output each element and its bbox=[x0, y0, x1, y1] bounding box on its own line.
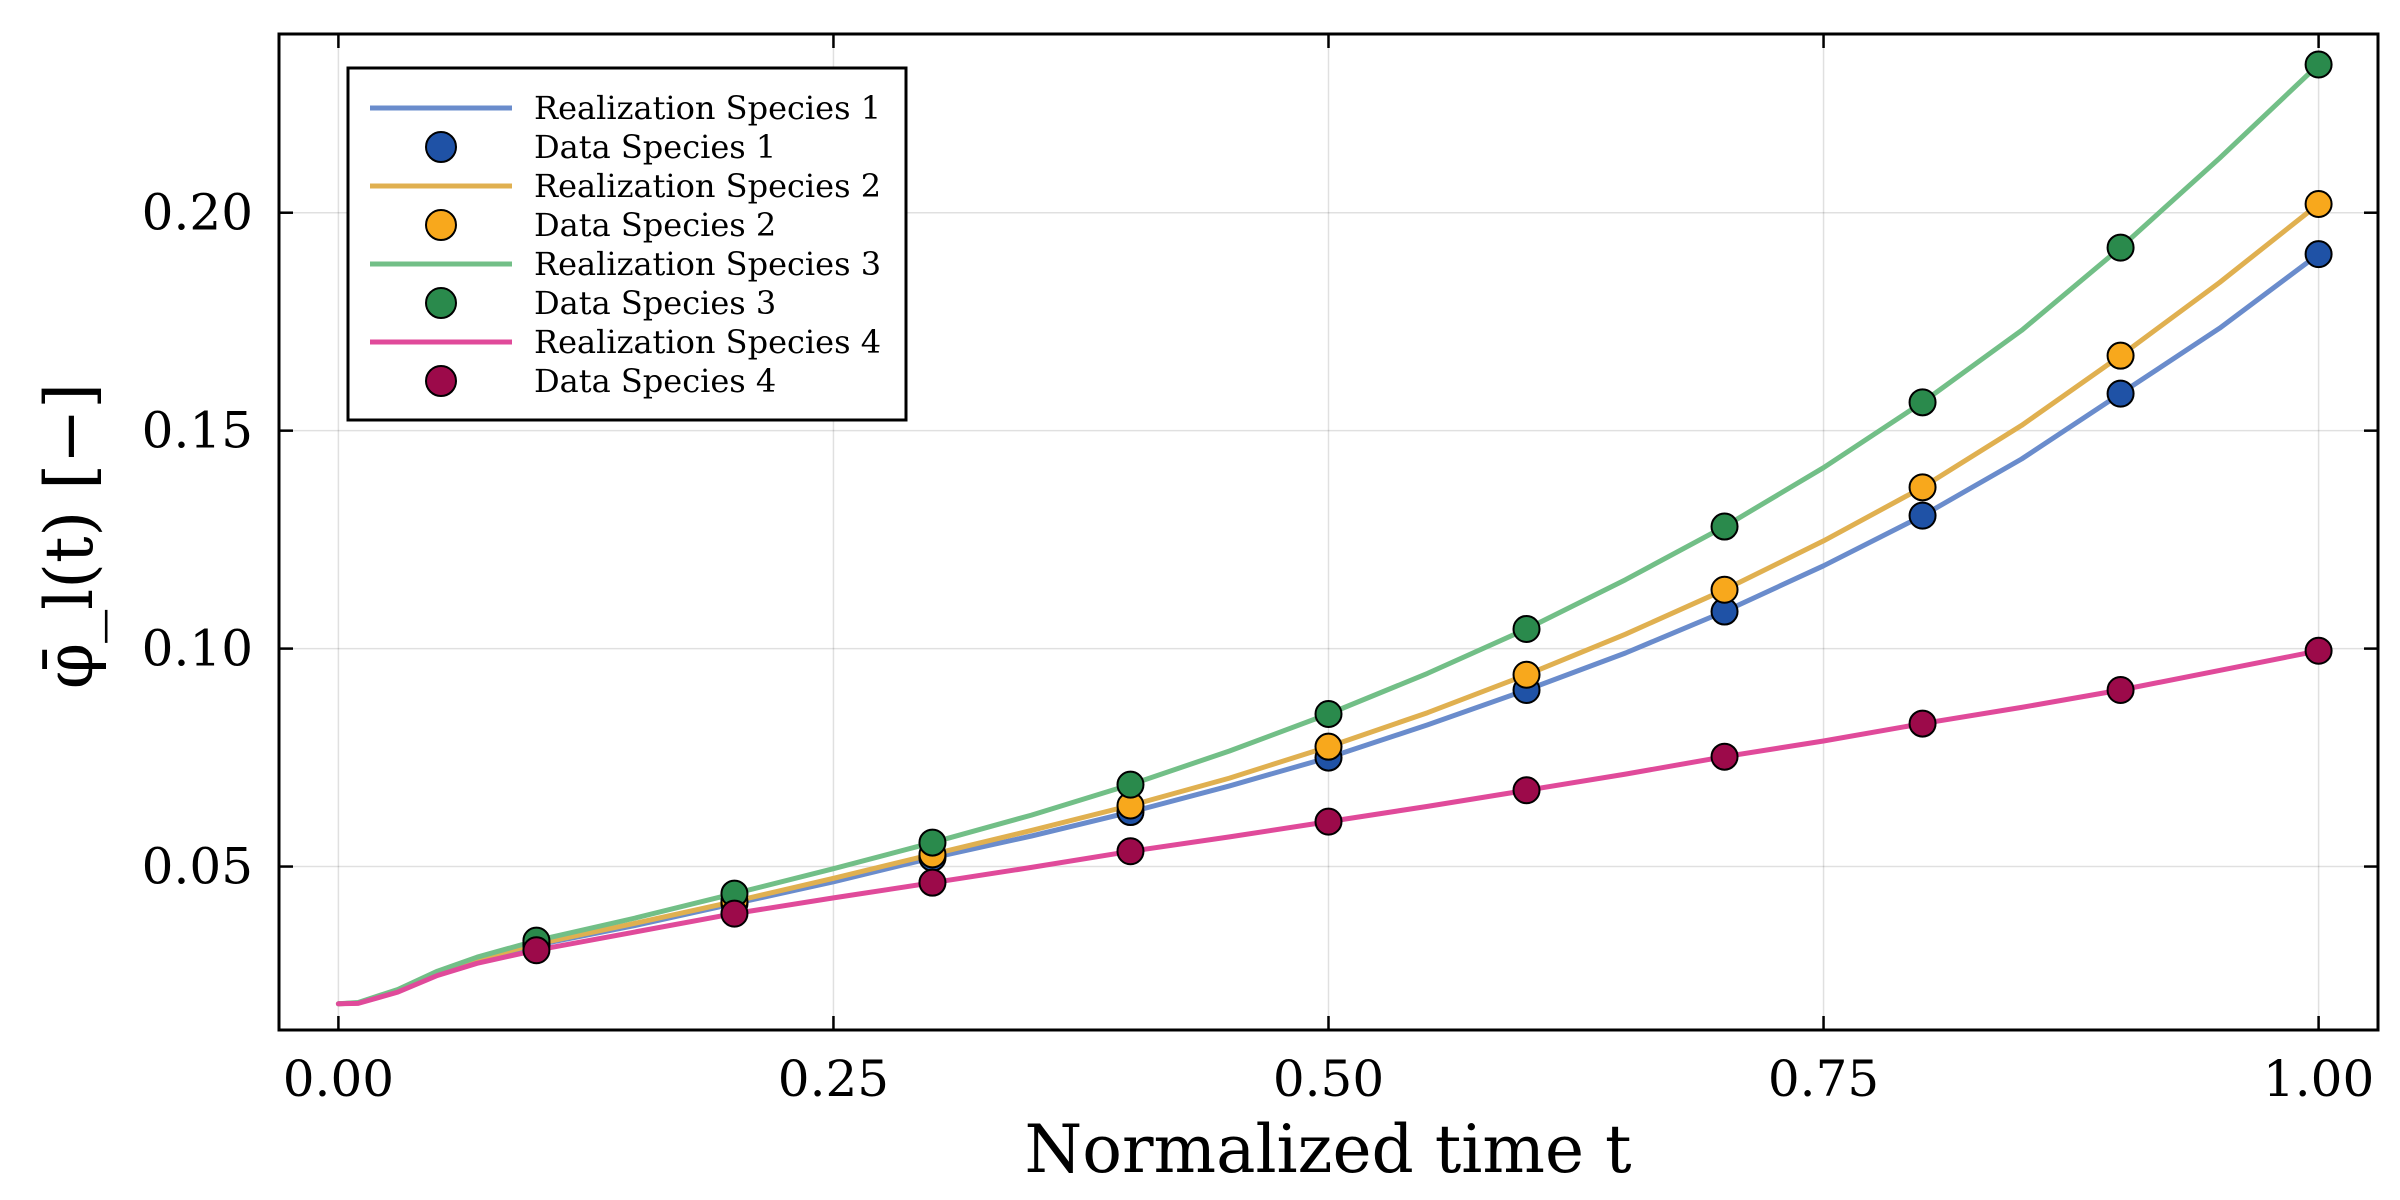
y-tick-label: 0.05 bbox=[142, 838, 253, 896]
x-tick-label: 0.50 bbox=[1273, 1050, 1384, 1108]
data-point-species-2 bbox=[1710, 575, 1739, 604]
legend-marker-swatch bbox=[425, 131, 457, 163]
data-point-species-2 bbox=[1512, 660, 1541, 689]
y-tick-label: 0.20 bbox=[142, 184, 253, 242]
data-point-species-3 bbox=[1116, 770, 1145, 799]
data-point-species-2 bbox=[2304, 189, 2333, 218]
data-point-species-1 bbox=[2106, 379, 2135, 408]
legend-label-data-4: Data Species 4 bbox=[534, 362, 776, 400]
series-line-3 bbox=[335, 62, 2322, 1007]
legend-label-realization-1: Realization Species 1 bbox=[534, 89, 881, 127]
data-point-species-3 bbox=[2304, 50, 2333, 79]
y-tick-label: 0.15 bbox=[142, 402, 253, 460]
data-point-species-1 bbox=[2304, 240, 2333, 269]
legend-label-realization-3: Realization Species 3 bbox=[534, 245, 881, 283]
data-point-species-4 bbox=[1512, 776, 1541, 805]
data-point-species-1 bbox=[1908, 501, 1937, 530]
data-point-species-3 bbox=[1314, 699, 1343, 728]
legend-marker-swatch bbox=[425, 287, 457, 319]
legend-marker-swatch bbox=[425, 209, 457, 241]
legend-label-data-3: Data Species 3 bbox=[534, 284, 776, 322]
data-point-species-3 bbox=[1512, 614, 1541, 643]
data-point-species-2 bbox=[2106, 341, 2135, 370]
legend-label-data-1: Data Species 1 bbox=[534, 128, 776, 166]
legend-label-data-2: Data Species 2 bbox=[534, 206, 776, 244]
legend-marker-swatch bbox=[425, 365, 457, 397]
y-tick-label: 0.10 bbox=[142, 620, 253, 678]
data-point-species-2 bbox=[1908, 473, 1937, 502]
data-point-species-4 bbox=[918, 868, 947, 897]
data-point-species-4 bbox=[1710, 742, 1739, 771]
y-axis-title: φ̄_l(t) [−] bbox=[31, 383, 108, 689]
data-point-species-4 bbox=[2106, 676, 2135, 705]
data-point-species-2 bbox=[1314, 732, 1343, 761]
x-tick-label: 0.75 bbox=[1768, 1050, 1879, 1108]
data-point-species-4 bbox=[720, 899, 749, 928]
x-tick-label: 0.00 bbox=[283, 1050, 394, 1108]
data-point-species-3 bbox=[2106, 233, 2135, 262]
series-lines bbox=[335, 62, 2322, 1007]
data-point-species-4 bbox=[1314, 807, 1343, 836]
data-point-species-3 bbox=[918, 828, 947, 857]
data-point-species-4 bbox=[2304, 636, 2333, 665]
series-points bbox=[522, 50, 2333, 965]
data-point-species-4 bbox=[1116, 837, 1145, 866]
data-point-species-4 bbox=[522, 936, 551, 965]
x-tick-label: 0.25 bbox=[778, 1050, 889, 1108]
data-point-species-3 bbox=[1908, 388, 1937, 417]
x-axis-title: Normalized time t bbox=[1024, 1111, 1631, 1188]
axis-ticks: 0.00 0.25 0.50 0.75 1.00 0.05 0.10 0.15 0.20 bbox=[142, 34, 2378, 1108]
legend-label-realization-2: Realization Species 2 bbox=[534, 167, 881, 205]
data-point-species-3 bbox=[1710, 512, 1739, 541]
legend-label-realization-4: Realization Species 4 bbox=[534, 323, 881, 361]
series-line-4 bbox=[335, 648, 2322, 1007]
legend-box bbox=[346, 66, 908, 422]
data-point-species-4 bbox=[1908, 709, 1937, 738]
x-tick-label: 1.00 bbox=[2263, 1050, 2374, 1108]
